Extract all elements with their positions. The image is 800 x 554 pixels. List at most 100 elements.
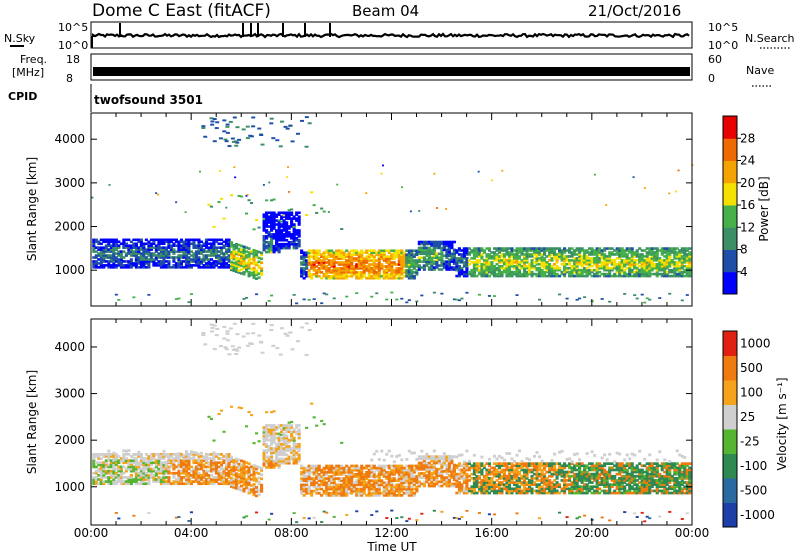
power-cell (179, 248, 184, 251)
power-cell (97, 240, 101, 244)
power-cell (340, 228, 344, 231)
power-cell (578, 257, 582, 260)
power-cell (585, 255, 589, 258)
velocity-cell (275, 428, 279, 431)
power-cell (187, 250, 191, 253)
velocity-cell (112, 455, 116, 458)
velocity-cell (102, 455, 106, 458)
power-cell (673, 274, 677, 278)
velocity-cell (370, 487, 374, 491)
power-cell (182, 242, 186, 246)
velocity-cell (442, 478, 446, 482)
velocity-cell (167, 460, 171, 464)
velocity-cell (450, 457, 454, 461)
velocity-cell (440, 470, 444, 473)
power-cell (380, 249, 384, 253)
power-cell (285, 238, 289, 242)
velocity-cell (387, 473, 391, 476)
velocity-cell (157, 469, 161, 473)
power-cell (455, 266, 459, 270)
velocity-cell (252, 485, 256, 488)
power-cell (177, 258, 181, 261)
velocity-cell (410, 487, 414, 491)
velocity-cell (355, 479, 359, 483)
power-cell (480, 274, 484, 278)
velocity-cell (114, 455, 118, 458)
velocity-cell (162, 482, 166, 486)
power-cell (500, 253, 504, 256)
velocity-cell (410, 485, 414, 489)
velocity-cell (102, 467, 106, 471)
velocity-cell (457, 487, 461, 491)
power-cell (275, 235, 279, 238)
power-cell (94, 250, 98, 253)
velocity-cell (397, 479, 401, 483)
power-cell (397, 269, 401, 272)
power-cell (275, 240, 279, 244)
power-cell (277, 231, 281, 234)
power-cell (377, 276, 381, 280)
power-cell (522, 272, 527, 276)
velocity-cell (297, 428, 301, 431)
power-cell (385, 255, 389, 258)
power-cell (117, 299, 121, 301)
power-cell (330, 261, 334, 264)
velocity-cell (407, 477, 411, 480)
power-cell (618, 261, 622, 264)
velocity-cell (450, 470, 454, 473)
power-cell (194, 260, 199, 263)
velocity-cell (275, 426, 279, 429)
power-cell (565, 255, 569, 258)
velocity-cell (377, 481, 381, 485)
velocity-cell (139, 469, 143, 473)
power-cell (558, 268, 562, 272)
power-cell (405, 265, 409, 268)
power-cell (144, 238, 148, 242)
power-cell (645, 270, 649, 274)
power-cell (522, 270, 527, 274)
velocity-cell (400, 473, 404, 476)
velocity-cell (202, 480, 206, 483)
power-cell (219, 238, 224, 242)
velocity-cell (282, 440, 286, 444)
power-cell (252, 270, 256, 274)
power-cell (224, 256, 229, 259)
velocity-cell (245, 425, 249, 428)
power-cell (440, 250, 444, 254)
velocity-cell (270, 461, 274, 465)
power-cell (282, 229, 286, 232)
velocity-cell (457, 517, 461, 520)
power-cell (370, 251, 374, 254)
power-cell (673, 247, 677, 250)
velocity-cell (282, 457, 286, 461)
power-cell (385, 257, 389, 260)
power-cell (367, 249, 371, 253)
velocity-cell (415, 466, 419, 470)
colorbar-tick-label: 12 (740, 220, 755, 234)
power-cell (237, 243, 241, 247)
power-cell (437, 244, 441, 248)
power-cell (129, 248, 133, 251)
power-cell (510, 255, 514, 258)
velocity-cell (372, 452, 376, 456)
power-cell (124, 246, 128, 249)
power-cell (650, 251, 654, 254)
power-cell (525, 253, 529, 256)
power-cell (377, 259, 381, 262)
power-cell (640, 272, 644, 276)
power-cell (372, 263, 376, 266)
velocity-cell (267, 445, 271, 448)
power-cell (465, 253, 469, 256)
velocity-cell (415, 479, 419, 483)
power-cell (247, 255, 251, 258)
power-cell (407, 263, 411, 266)
power-cell (683, 261, 687, 264)
power-cell (352, 273, 356, 276)
power-cell (522, 261, 527, 264)
velocity-cell (427, 455, 431, 459)
velocity-cell (405, 477, 409, 480)
power-cell (259, 134, 264, 137)
power-cell (340, 267, 344, 270)
power-cell (510, 259, 514, 262)
power-cell (267, 250, 271, 254)
